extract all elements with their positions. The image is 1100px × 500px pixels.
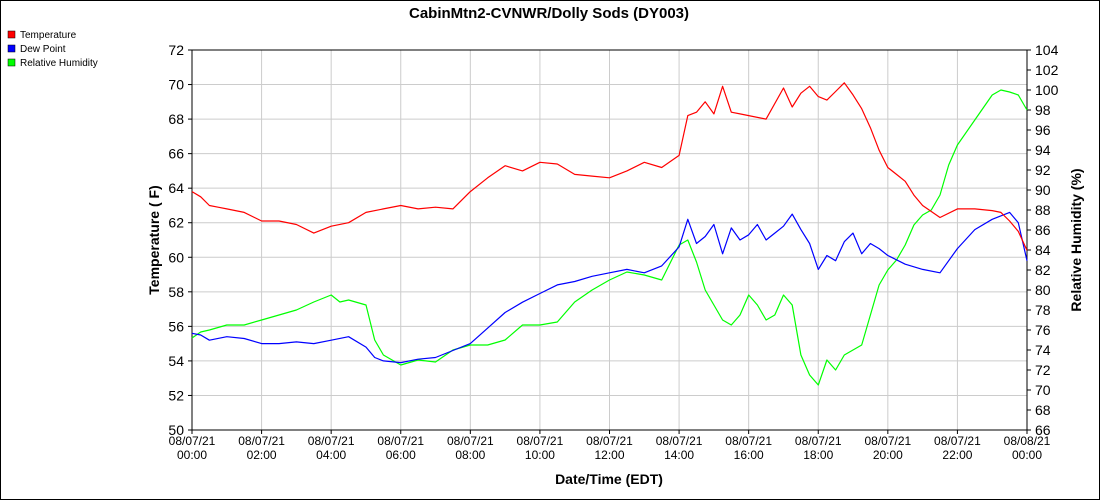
- right-tick-label: 102: [1035, 62, 1059, 78]
- right-tick-label: 80: [1035, 282, 1051, 298]
- series-lines: [191, 82, 1028, 386]
- left-tick-label: 56: [168, 318, 184, 334]
- right-tick-label: 98: [1035, 102, 1051, 118]
- left-tick-label: 72: [168, 42, 184, 58]
- legend-item-temperature: Temperature: [7, 30, 77, 41]
- x-tick-time: 12:00: [594, 448, 624, 462]
- left-tick-label: 64: [168, 180, 184, 196]
- legend-item-relative-humidity: Relative Humidity: [7, 58, 98, 69]
- right-axis-title: Relative Humidity (%): [1068, 168, 1084, 311]
- x-tick-date: 08/07/21: [934, 434, 981, 448]
- x-tick-time: 20:00: [873, 448, 903, 462]
- right-tick-label: 82: [1035, 262, 1051, 278]
- left-tick-label: 58: [168, 284, 184, 300]
- x-tick-time: 06:00: [386, 448, 416, 462]
- x-tick-time: 04:00: [316, 448, 346, 462]
- legend-item-dew-point: Dew Point: [7, 44, 66, 55]
- x-tick-date: 08/07/21: [238, 434, 285, 448]
- right-tick-label: 104: [1035, 42, 1059, 58]
- x-tick-date: 08/08/21: [1004, 434, 1051, 448]
- right-tick-label: 90: [1035, 182, 1051, 198]
- x-tick-date: 08/07/21: [447, 434, 494, 448]
- right-tick-label: 76: [1035, 322, 1051, 338]
- x-tick-time: 14:00: [664, 448, 694, 462]
- x-tick-time: 10:00: [525, 448, 555, 462]
- x-axis-title: Date/Time (EDT): [555, 471, 663, 487]
- left-tick-label: 70: [168, 77, 184, 93]
- right-tick-label: 92: [1035, 162, 1051, 178]
- left-tick-label: 62: [168, 215, 184, 231]
- left-tick-label: 54: [168, 353, 184, 369]
- right-tick-label: 70: [1035, 382, 1051, 398]
- left-tick-label: 66: [168, 146, 184, 162]
- x-tick-time: 18:00: [803, 448, 833, 462]
- left-axis-title: Temperature ( F): [146, 185, 162, 294]
- legend-label-relative-humidity: Relative Humidity: [20, 58, 98, 69]
- x-tick-date: 08/07/21: [656, 434, 703, 448]
- x-tick-time: 00:00: [177, 448, 207, 462]
- x-tick-time: 00:00: [1012, 448, 1042, 462]
- x-axis-ticks: 08/07/2100:0008/07/2102:0008/07/2104:000…: [169, 430, 1051, 462]
- right-tick-label: 66: [1035, 422, 1051, 438]
- right-tick-label: 84: [1035, 242, 1051, 258]
- right-tick-label: 94: [1035, 142, 1051, 158]
- legend: Temperature Dew Point Relative Humidity: [7, 30, 98, 69]
- gridlines: [191, 49, 1028, 431]
- series-line-relative-humidity: [191, 89, 1028, 386]
- x-tick-time: 08:00: [455, 448, 485, 462]
- right-tick-label: 74: [1035, 342, 1051, 358]
- left-tick-label: 52: [168, 387, 184, 403]
- right-tick-label: 78: [1035, 302, 1051, 318]
- right-tick-label: 96: [1035, 122, 1051, 138]
- left-tick-label: 68: [168, 111, 184, 127]
- x-tick-date: 08/07/21: [308, 434, 355, 448]
- legend-label-temperature: Temperature: [20, 30, 77, 41]
- legend-swatch-temperature: [7, 30, 16, 39]
- x-tick-date: 08/07/21: [795, 434, 842, 448]
- right-tick-label: 68: [1035, 402, 1051, 418]
- x-tick-date: 08/07/21: [377, 434, 424, 448]
- x-tick-time: 02:00: [247, 448, 277, 462]
- x-tick-date: 08/07/21: [864, 434, 911, 448]
- legend-swatch-relative-humidity: [7, 58, 16, 67]
- series-line-dew-point: [191, 211, 1028, 364]
- right-tick-label: 100: [1035, 82, 1059, 98]
- left-axis-ticks: 50 52 54 56 58 60 62 64 66 68 70 72: [168, 42, 192, 438]
- x-tick-time: 16:00: [734, 448, 764, 462]
- x-tick-date: 08/07/21: [169, 434, 216, 448]
- x-tick-date: 08/07/21: [725, 434, 772, 448]
- series-line-temperature: [191, 82, 1028, 251]
- x-tick-time: 22:00: [942, 448, 972, 462]
- legend-label-dew-point: Dew Point: [20, 44, 66, 55]
- chart-title: CabinMtn2-CVNWR/Dolly Sods (DY003): [409, 5, 689, 22]
- left-tick-label: 50: [168, 422, 184, 438]
- legend-swatch-dew-point: [7, 44, 16, 53]
- right-tick-label: 88: [1035, 202, 1051, 218]
- right-axis-ticks: 66 68 70 72 74 76 78 80 82 84 86 88 90 92 94 96 98 100 102…: [1027, 42, 1059, 438]
- x-tick-date: 08/07/21: [586, 434, 633, 448]
- right-tick-label: 86: [1035, 222, 1051, 238]
- right-tick-label: 72: [1035, 362, 1051, 378]
- left-tick-label: 60: [168, 249, 184, 265]
- x-tick-date: 08/07/21: [517, 434, 564, 448]
